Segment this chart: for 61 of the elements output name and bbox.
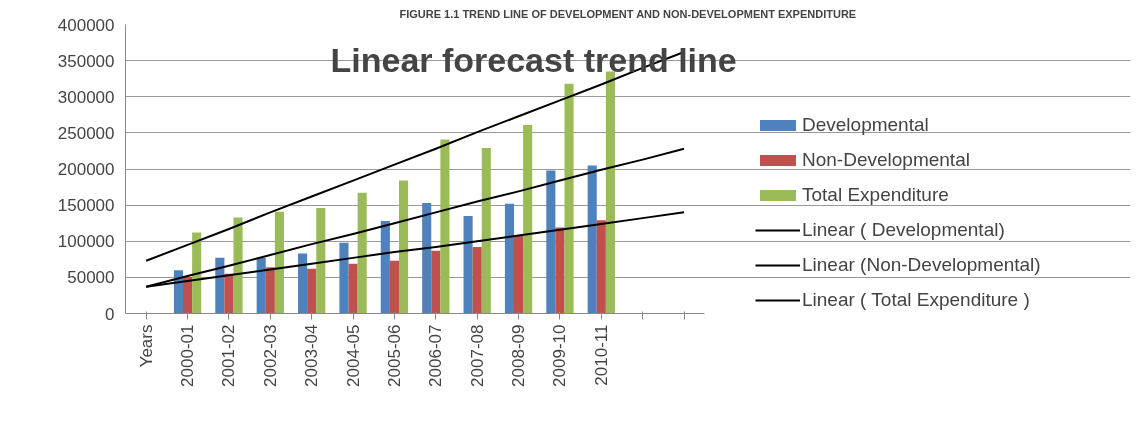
bar [348,263,358,314]
bar [546,170,556,314]
bar [380,221,390,314]
y-tick-label: 50000 [67,268,115,288]
x-tick-label: 2008-09 [509,324,529,387]
bar [398,180,409,314]
x-tick-label: 2003-04 [302,324,322,387]
chart-title: FIGURE 1.1 TREND LINE OF DEVELOPMENT AND NON-DEVELOPMENT EXPENDITURE [399,7,857,20]
bar [274,211,284,314]
bar [523,124,533,314]
legend-label: Linear ( Total Expenditure ) [802,289,1030,311]
y-tick-label: 250000 [57,123,115,143]
y-tick-label: 400000 [57,15,115,35]
y-tick-label: 100000 [57,232,115,252]
x-tick-label: 2009-10 [550,324,570,387]
x-tick-label: 2006-07 [426,324,446,387]
y-tick-label: 200000 [57,160,115,179]
bar [504,203,515,314]
bar [357,192,367,314]
y-tick-label: 0 [105,304,115,324]
bar [605,71,615,314]
bar [192,232,202,314]
y-tick-label: 300000 [57,87,115,107]
x-tick-label: 2000-01 [178,324,198,387]
x-tick-label: 2004-05 [343,324,363,387]
bar [256,257,266,314]
bar [339,242,349,314]
legend-label: Linear ( Developmental) [802,219,1005,241]
x-tick-label: 2002-03 [260,324,280,387]
bar [472,247,482,314]
x-tick-label: 2001-02 [219,324,239,387]
bar [431,250,441,314]
bar [183,276,193,314]
bar [307,268,317,314]
bar [587,165,597,314]
bar [555,227,565,314]
x-tick-label: Years [136,324,156,368]
bar [481,148,491,314]
legend-label: Developmental [802,114,929,136]
bar [265,267,275,314]
y-tick-label: 150000 [57,196,115,216]
x-tick-label: 2007-08 [467,324,487,387]
bar [514,235,524,314]
x-tick-label: 2010-11 [591,324,611,386]
bar [224,273,234,314]
bar [389,260,399,314]
bar [422,202,432,314]
legend-label: Total Expenditure [802,184,949,206]
bar [440,139,450,314]
bar [463,215,473,314]
bar [298,253,308,314]
annotation: Linear forecast trend line [330,40,737,79]
legend-label: Linear (Non-Developmental) [802,254,1041,276]
bar [215,257,225,314]
bar [596,220,606,314]
x-tick-label: 2005-06 [384,324,404,387]
y-tick-label: 350000 [57,51,115,71]
bar [233,217,243,314]
bar [564,83,574,314]
bar [316,208,326,314]
legend-label: Non-Developmental [802,149,970,171]
